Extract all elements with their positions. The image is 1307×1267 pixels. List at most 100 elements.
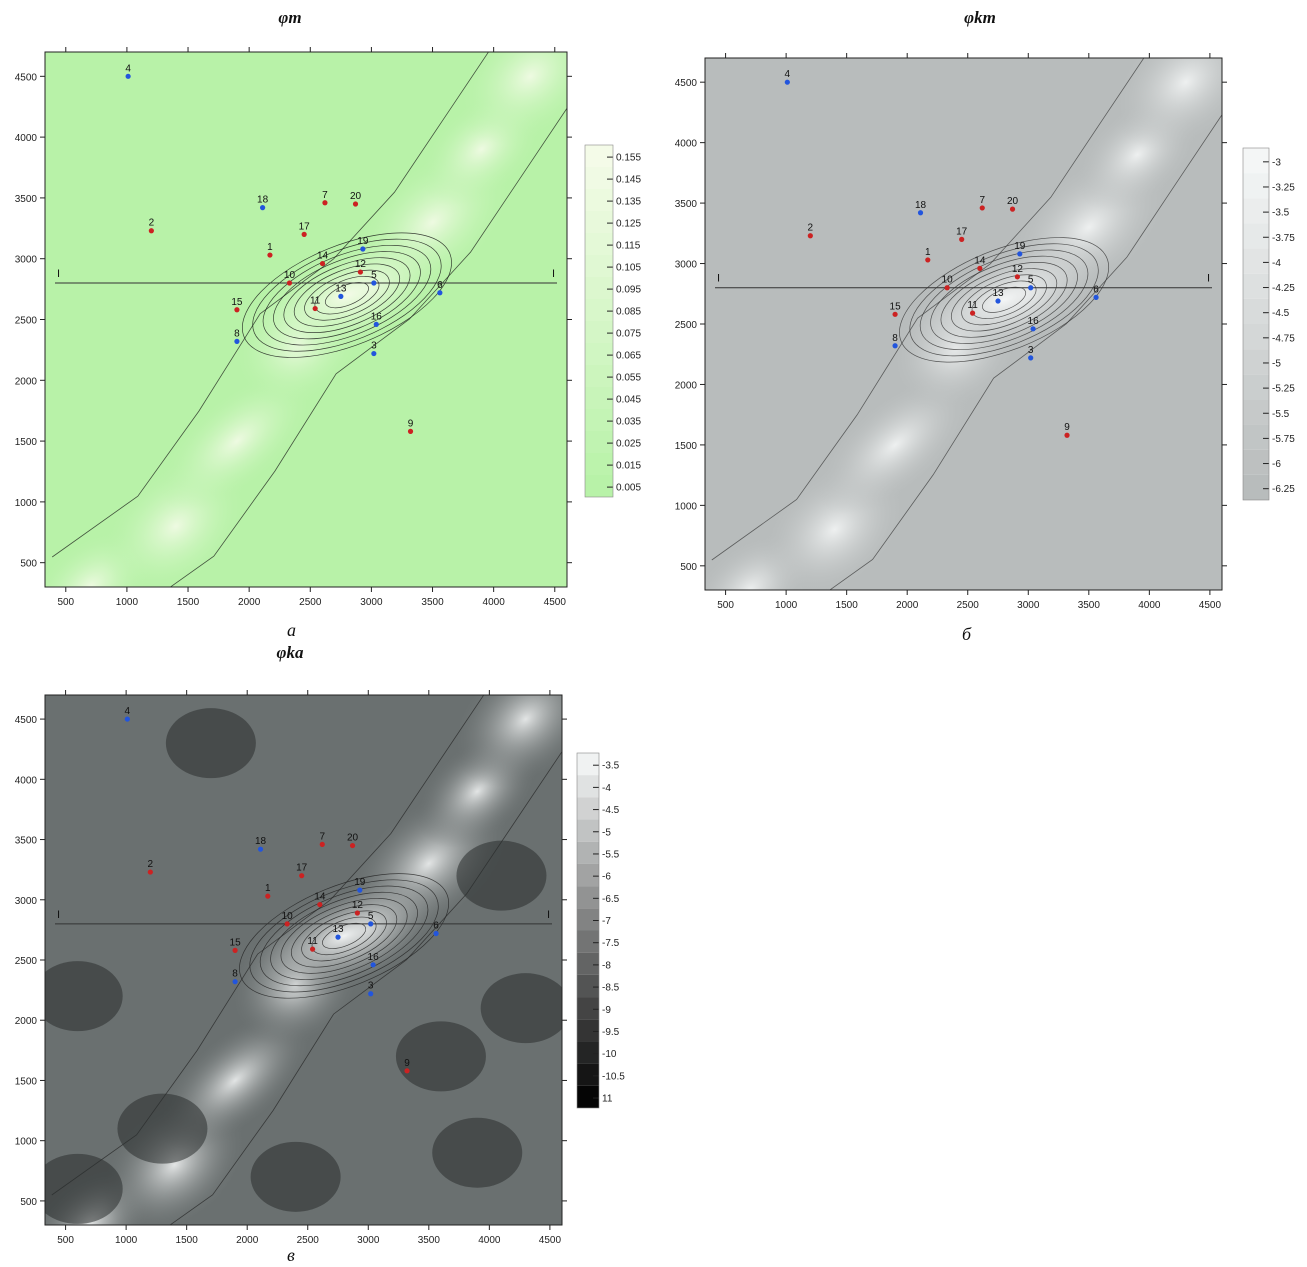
x-tick-label: 4500 [1199, 600, 1222, 611]
well-marker [925, 257, 931, 263]
well-label: 1 [925, 247, 931, 258]
map-v: 500 1000 1500 2000 2500 3000 3500 4000 450045004… [15, 690, 625, 1246]
well-marker [232, 979, 238, 985]
legend-label: -7 [602, 916, 611, 927]
legend-label: -9.5 [602, 1027, 620, 1038]
legend-swatch [1243, 148, 1269, 174]
legend-label: 0.105 [616, 263, 641, 274]
well-marker [995, 298, 1001, 304]
well-marker [371, 280, 377, 286]
well-marker [1028, 355, 1034, 361]
legend-label: -10.5 [602, 1071, 625, 1082]
x-tick-label: 500 [717, 600, 734, 611]
y-tick-label: 1500 [15, 437, 38, 448]
y-tick-label: 500 [680, 562, 697, 573]
well-marker [370, 962, 376, 968]
y-tick-label: 2000 [675, 380, 698, 391]
well-marker [807, 233, 813, 239]
profile-label: I [57, 909, 60, 921]
x-tick-label: 500 [57, 1235, 74, 1246]
well-marker [260, 205, 266, 211]
y-tick-label: 4000 [15, 775, 38, 786]
legend-swatch [577, 775, 599, 798]
well-marker [284, 921, 290, 927]
legend-label: 0.125 [616, 219, 641, 230]
well-label: 17 [299, 221, 311, 232]
contour-field [705, 58, 1222, 590]
legend-label: 0.025 [616, 439, 641, 450]
y-tick-label: 1500 [15, 1076, 38, 1087]
well-marker [124, 716, 130, 722]
well-label: 8 [234, 328, 240, 339]
legend-label: 0.075 [616, 329, 641, 340]
well-label: 17 [296, 863, 308, 874]
x-tick-label: 2500 [957, 600, 980, 611]
well-label: 11 [307, 936, 318, 947]
well-label: 3 [368, 981, 374, 992]
legend-swatch [585, 189, 613, 211]
x-tick-label: 2500 [297, 1235, 320, 1246]
contour-field [45, 695, 562, 1225]
well-label: 12 [1012, 264, 1024, 275]
legend-swatch [1243, 324, 1269, 350]
x-tick-label: 2000 [238, 597, 261, 608]
legend-swatch [1243, 173, 1269, 199]
legend-label: -4 [602, 783, 611, 794]
y-tick-label: 2500 [15, 956, 38, 967]
legend-label: -4.5 [1272, 308, 1290, 319]
legend-label: 0.065 [616, 351, 641, 362]
well-marker [257, 846, 264, 852]
well-label: 3 [1028, 345, 1034, 356]
legend-swatch [577, 1019, 599, 1042]
well-marker [322, 200, 328, 206]
well-label: 4 [785, 69, 791, 80]
legend-label: -3.25 [1272, 182, 1295, 193]
x-tick-label: 1000 [775, 600, 798, 611]
legend-label: 0.155 [616, 153, 641, 164]
well-marker [357, 887, 363, 893]
x-tick-label: 2000 [896, 600, 919, 611]
legend-swatch [585, 475, 613, 497]
x-tick-label: 3500 [421, 597, 444, 608]
y-tick-label: 4000 [15, 133, 38, 144]
well-marker [335, 934, 341, 940]
well-label: 5 [371, 270, 377, 281]
legend-swatch [1243, 298, 1269, 324]
legend-label: 0.095 [616, 285, 641, 296]
x-tick-label: 3500 [418, 1235, 441, 1246]
well-marker [892, 343, 898, 349]
legend-swatch [1243, 399, 1269, 425]
well-marker [234, 338, 240, 344]
well-label: 5 [1028, 275, 1034, 286]
well-marker [407, 428, 414, 434]
legend-label: -4.75 [1272, 333, 1295, 344]
legend-label: -3.5 [1272, 208, 1290, 219]
well-marker [1064, 432, 1070, 438]
legend-swatch [577, 974, 599, 998]
well-label: 9 [1064, 422, 1070, 433]
well-label: 13 [332, 924, 344, 935]
y-tick-label: 4500 [15, 715, 38, 726]
legend-swatch [585, 453, 613, 475]
well-marker [977, 265, 983, 271]
well-marker [1093, 294, 1099, 300]
well-label: 18 [915, 200, 927, 211]
well-label: 11 [967, 300, 978, 311]
legend-swatch [577, 841, 599, 864]
well-marker [234, 307, 240, 313]
well-label: 4 [125, 706, 131, 717]
x-tick-label: 3000 [360, 597, 383, 608]
legend-label: -6.5 [602, 894, 620, 905]
x-tick-label: 4000 [1138, 600, 1161, 611]
well-marker [404, 1068, 410, 1074]
well-label: 2 [149, 218, 155, 229]
well-label: 6 [437, 280, 443, 291]
y-tick-label: 2500 [15, 316, 38, 327]
legend-label: -7.5 [602, 938, 620, 949]
map-a: 500 1000 1500 2000 2500 3000 3500 4000 450045004… [15, 47, 641, 608]
y-tick-label: 4000 [675, 139, 698, 150]
legend-label: -6 [602, 872, 611, 883]
well-label: 7 [319, 831, 325, 842]
well-marker [892, 311, 898, 317]
well-label: 16 [368, 952, 380, 963]
